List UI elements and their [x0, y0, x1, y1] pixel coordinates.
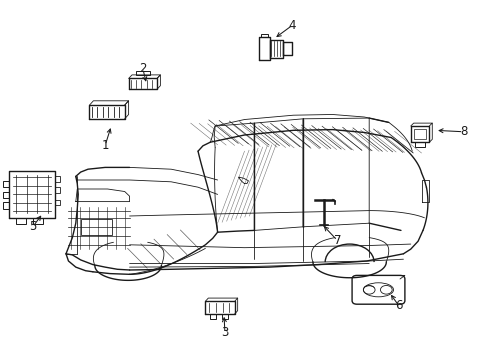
Bar — [414, 142, 425, 147]
Text: 5: 5 — [29, 220, 37, 233]
Text: 7: 7 — [333, 234, 341, 247]
Bar — [222, 314, 228, 319]
Text: 8: 8 — [459, 125, 467, 138]
Text: 4: 4 — [288, 19, 296, 32]
Bar — [55, 200, 60, 205]
Text: 1: 1 — [101, 139, 109, 152]
Bar — [16, 218, 26, 224]
Text: 2: 2 — [139, 62, 146, 75]
Text: 6: 6 — [394, 299, 402, 312]
FancyBboxPatch shape — [351, 275, 404, 304]
Bar — [136, 71, 149, 75]
Bar — [261, 34, 267, 37]
Bar — [413, 129, 426, 139]
Text: 3: 3 — [221, 327, 228, 339]
Bar — [81, 219, 112, 235]
Bar — [3, 192, 9, 198]
Bar — [33, 218, 43, 224]
Bar — [55, 176, 60, 182]
Bar — [210, 314, 216, 319]
Bar — [3, 181, 9, 187]
Bar — [3, 202, 9, 209]
Bar — [55, 187, 60, 193]
